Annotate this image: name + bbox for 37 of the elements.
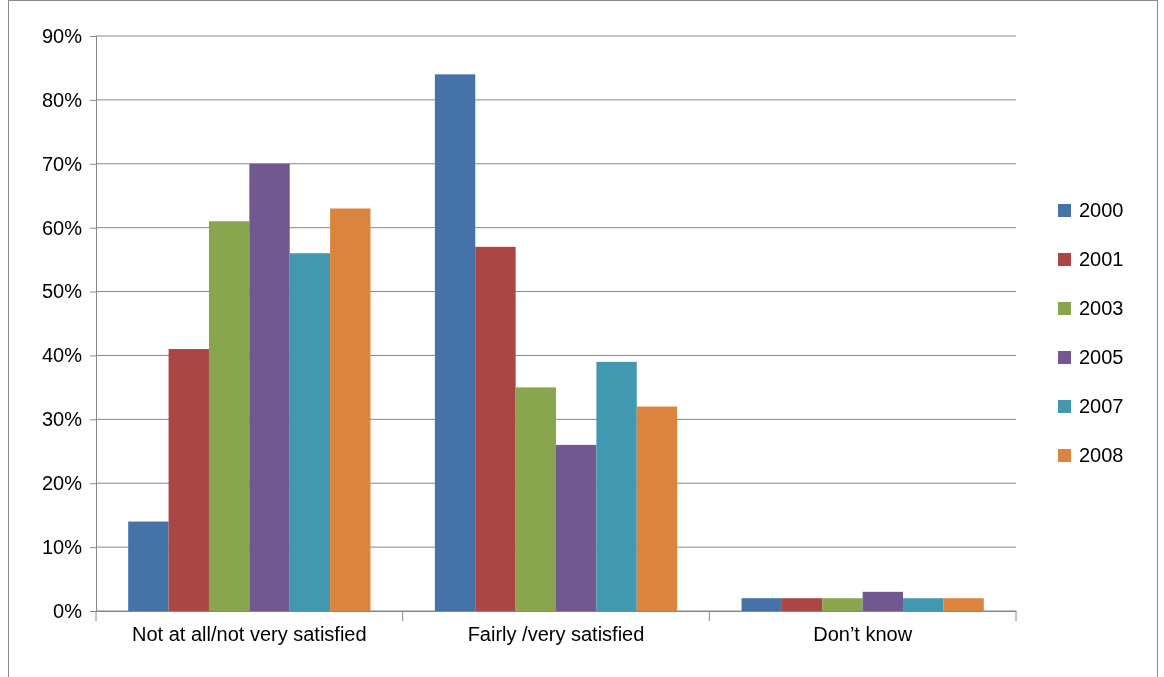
legend-label: 2005 xyxy=(1079,346,1124,368)
legend-label: 2000 xyxy=(1079,199,1124,221)
x-tick-label: Don’t know xyxy=(813,623,913,646)
bar xyxy=(289,253,331,611)
bar xyxy=(330,208,371,611)
bar xyxy=(741,598,782,611)
y-tick-label: 20% xyxy=(41,472,83,495)
bar xyxy=(475,246,516,611)
bar xyxy=(596,361,637,611)
bar xyxy=(822,598,863,611)
y-tick-label: 40% xyxy=(41,344,83,367)
y-tick-label: 0% xyxy=(53,599,83,622)
y-tick-label: 30% xyxy=(41,408,83,431)
bar xyxy=(556,444,597,611)
bar xyxy=(128,521,169,611)
y-tick-label: 10% xyxy=(41,536,83,559)
bar xyxy=(903,598,944,611)
bar xyxy=(862,591,904,611)
legend-label: 2008 xyxy=(1079,444,1124,466)
bar xyxy=(781,598,823,611)
y-tick-label: 90% xyxy=(41,24,83,47)
y-tick-label: 50% xyxy=(41,280,83,303)
y-tick-label: 60% xyxy=(41,216,83,239)
y-tick-label: 70% xyxy=(41,152,83,175)
bar xyxy=(434,74,476,611)
legend-label: 2007 xyxy=(1079,395,1124,417)
bar xyxy=(168,349,209,611)
bar xyxy=(249,163,290,611)
bar xyxy=(208,221,250,611)
bar xyxy=(636,406,678,611)
legend-label: 2003 xyxy=(1079,297,1124,319)
bar xyxy=(943,598,984,611)
x-tick-label: Not at all/not very satisfied xyxy=(132,623,367,646)
y-tick-label: 80% xyxy=(41,88,83,111)
x-tick-label: Fairly /very satisfied xyxy=(467,623,645,646)
legend-label: 2001 xyxy=(1079,248,1124,270)
bar xyxy=(515,387,556,611)
